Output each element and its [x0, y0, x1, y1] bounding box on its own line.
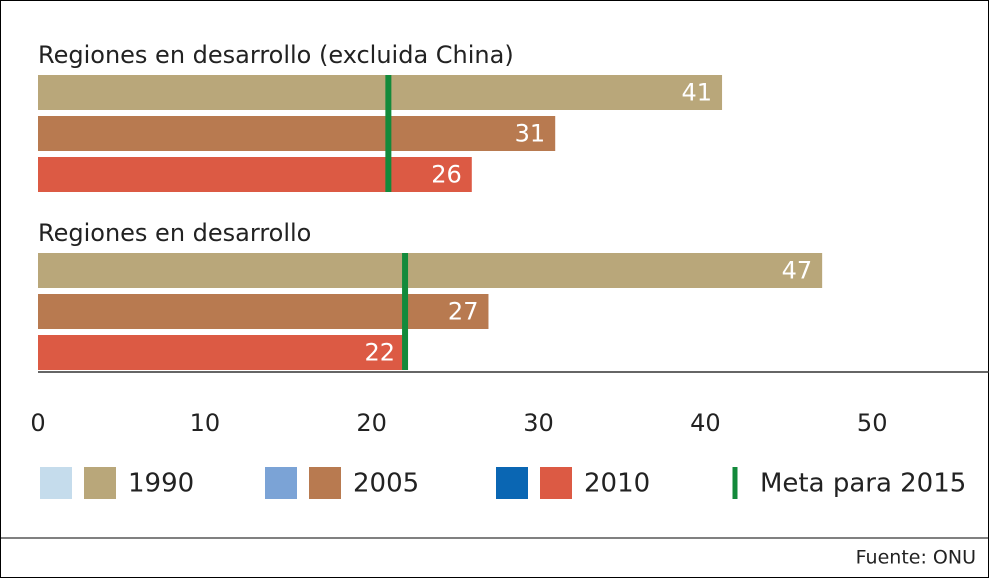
- bar: [38, 157, 472, 192]
- bar: [38, 116, 556, 151]
- legend-swatch: [309, 467, 341, 499]
- bar: [38, 75, 723, 110]
- legend-swatch: [84, 467, 116, 499]
- value-label: 26: [431, 161, 462, 189]
- value-label: 22: [365, 339, 396, 367]
- bar: [38, 335, 406, 370]
- x-tick-label: 10: [190, 409, 221, 437]
- legend-swatch: [540, 467, 572, 499]
- value-label: 31: [515, 120, 546, 148]
- value-label: 27: [448, 298, 479, 326]
- bar: [38, 294, 489, 329]
- x-tick-label: 30: [523, 409, 554, 437]
- legend-swatch: [265, 467, 297, 499]
- legend-label: Meta para 2015: [760, 469, 966, 499]
- x-tick-label: 0: [30, 409, 45, 437]
- value-label: 41: [682, 79, 713, 107]
- bar: [38, 253, 823, 288]
- x-tick-label: 50: [857, 409, 888, 437]
- legend-swatch: [40, 467, 72, 499]
- value-label: 47: [782, 257, 813, 285]
- legend-label: 1990: [128, 469, 194, 499]
- group-label: Regiones en desarrollo (excluida China): [38, 41, 514, 69]
- legend-label: 2010: [584, 469, 650, 499]
- group-label: Regiones en desarrollo: [38, 219, 311, 247]
- x-tick-label: 20: [356, 409, 387, 437]
- x-tick-label: 40: [690, 409, 721, 437]
- legend-label: 2005: [353, 469, 419, 499]
- source: Fuente: ONU: [856, 547, 976, 569]
- legend-swatch: [496, 467, 528, 499]
